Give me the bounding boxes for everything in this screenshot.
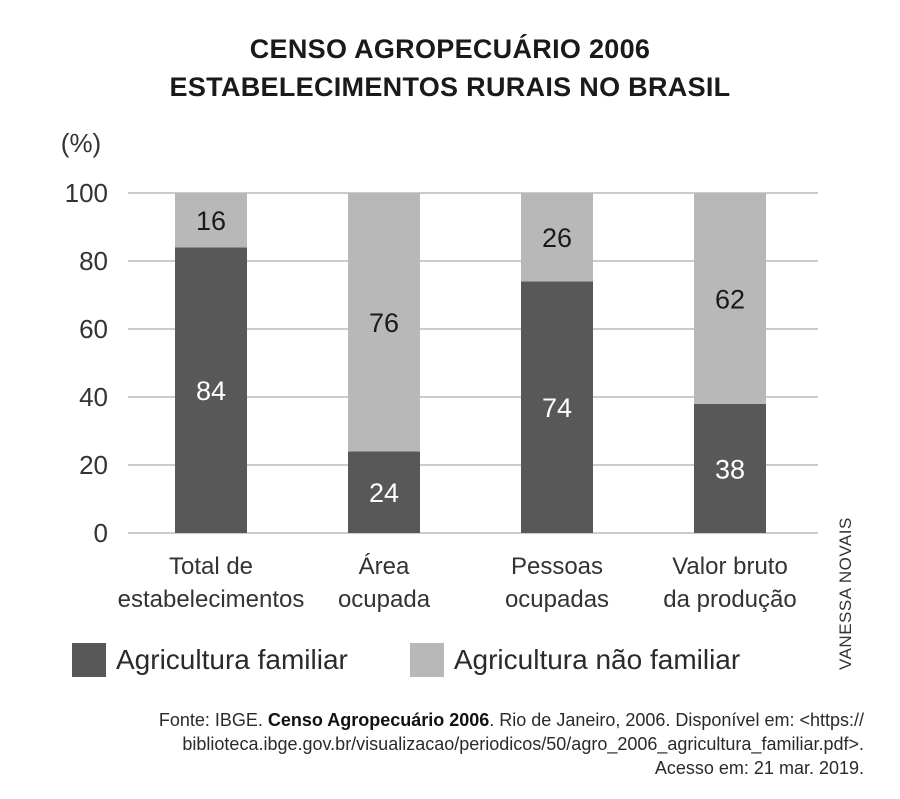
source-line-3: Acesso em: 21 mar. 2019. [654, 758, 864, 778]
data-label-familiar-0: 84 [196, 376, 226, 406]
x-tick-label-0-line-1: estabelecimentos [118, 586, 305, 613]
image-credit: VANESSA NOVAIS [836, 517, 855, 670]
data-label-nao-familiar-1: 76 [369, 308, 399, 338]
legend-swatch-familiar [72, 643, 106, 677]
y-tick-label-40: 40 [79, 382, 108, 412]
y-tick-label-0: 0 [94, 518, 108, 548]
data-label-familiar-3: 38 [715, 454, 745, 484]
bar-familiar-2 [521, 281, 593, 533]
data-label-familiar-2: 74 [542, 393, 572, 423]
chart-legend: Agricultura familiar Agricultura não fam… [72, 640, 802, 680]
bar-familiar-0 [175, 247, 247, 533]
y-tick-label-20: 20 [79, 450, 108, 480]
legend-swatch-nao-familiar [409, 643, 444, 677]
bar-familiar-1 [348, 451, 420, 533]
y-tick-label-60: 60 [79, 314, 108, 344]
stacked-bar-chart: 0 20 40 60 80 100 (%) 84 16 Total de estabelecimen… [61, 128, 818, 613]
bar-nao-familiar-0 [175, 193, 247, 248]
source-line-1: Fonte: IBGE. Censo Agropecuário 2006. Ri… [4, 708, 864, 732]
legend-item-nao-familiar: Agricultura não familiar [409, 643, 741, 677]
source-title: Censo Agropecuário 2006 [267, 710, 490, 730]
bar-nao-familiar-2 [521, 193, 593, 282]
x-tick-label-1-line-1: ocupada [338, 586, 431, 613]
y-tick-label-100: 100 [65, 178, 108, 208]
x-tick-label-0-line-0: Total de [169, 553, 253, 580]
x-tick-label-2-line-1: ocupadas [505, 586, 609, 613]
data-label-nao-familiar-2: 26 [542, 223, 572, 253]
data-label-familiar-1: 24 [369, 478, 399, 508]
legend-label-familiar: Agricultura familiar [116, 644, 348, 675]
bar-familiar-3 [694, 403, 766, 533]
y-tick-label-80: 80 [79, 246, 108, 276]
x-tick-label-3-line-1: da produção [663, 586, 796, 613]
bar-nao-familiar-1 [348, 193, 420, 452]
source-citation: Fonte: IBGE. Censo Agropecuário 2006. Ri… [4, 708, 864, 780]
chart-title: CENSO AGROPECUÁRIO 2006 [249, 34, 651, 64]
source-line-2: biblioteca.ibge.gov.br/visualizacao/peri… [182, 734, 864, 754]
y-axis-label: (%) [61, 128, 101, 158]
x-tick-label-3-line-0: Valor bruto [672, 553, 788, 580]
source-prefix: Fonte: IBGE. [158, 710, 268, 730]
data-label-nao-familiar-0: 16 [196, 206, 226, 236]
chart-subtitle: ESTABELECIMENTOS RURAIS NO BRASIL [169, 72, 731, 102]
legend-label-nao-familiar: Agricultura não familiar [453, 644, 741, 675]
bar-nao-familiar-3 [694, 193, 766, 404]
chart-title-block: CENSO AGROPECUÁRIO 2006 ESTABELECIMENTOS… [0, 30, 900, 106]
x-tick-label-1-line-0: Área [359, 553, 410, 580]
legend-item-familiar: Agricultura familiar [72, 643, 348, 677]
x-tick-label-2-line-0: Pessoas [511, 553, 603, 580]
source-line1-rest: . Rio de Janeiro, 2006. Disponível em: <… [489, 710, 864, 730]
data-label-nao-familiar-3: 62 [715, 284, 745, 314]
